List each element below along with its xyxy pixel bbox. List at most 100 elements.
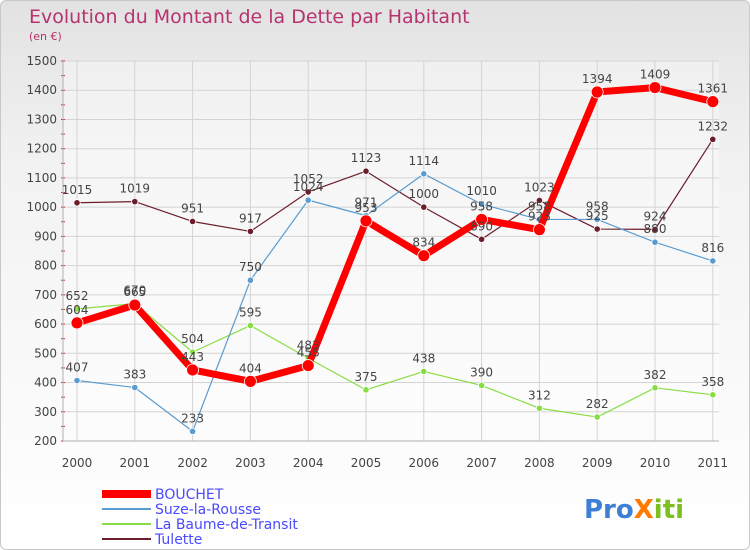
y-tick-label: 500 [34, 346, 57, 360]
point-tulette [246, 227, 254, 236]
point-tulette [362, 167, 370, 175]
point-suze-la-rousse [189, 427, 197, 435]
point-la-baume-de-transit [593, 413, 601, 421]
data-label-la-baume-de-transit: 504 [181, 332, 204, 346]
data-label-bouchet: 958 [470, 199, 493, 213]
data-label-tulette: 924 [644, 209, 667, 223]
y-tick-label: 1500 [26, 54, 57, 68]
point-la-baume-de-transit [651, 384, 659, 392]
data-label-tulette: 1123 [351, 151, 382, 165]
series-line-la-baume-de-transit [76, 303, 714, 418]
data-label-tulette: 1232 [698, 119, 729, 133]
legend-label-tulette: Tulette [154, 532, 202, 548]
point-suze-la-rousse [131, 383, 139, 392]
point-tulette [709, 135, 717, 143]
y-tick-label: 1400 [26, 83, 57, 97]
data-label-la-baume-de-transit: 358 [701, 375, 724, 389]
point-suze-la-rousse [246, 276, 254, 284]
x-tick-label: 2011 [698, 456, 729, 470]
data-label-tulette: 1015 [62, 183, 93, 197]
point-bouchet [533, 223, 546, 237]
x-tick-label: 2007 [466, 456, 497, 470]
series-layer [70, 81, 720, 435]
point-bouchet [186, 363, 200, 377]
point-tulette [189, 217, 197, 226]
point-tulette [535, 196, 544, 205]
data-label-suze-la-rousse: 958 [528, 199, 551, 213]
data-label-tulette: 890 [470, 219, 493, 233]
x-tick-label: 2001 [120, 456, 151, 470]
point-bouchet [706, 95, 720, 109]
chart-title: Evolution du Montant de la Dette par Hab… [29, 6, 470, 28]
data-label-bouchet: 1394 [582, 72, 613, 86]
data-label-la-baume-de-transit: 282 [586, 397, 609, 411]
data-label-suze-la-rousse: 1010 [466, 184, 497, 198]
x-tick-label: 2009 [582, 456, 613, 470]
point-la-baume-de-transit [73, 305, 81, 313]
point-tulette [304, 188, 312, 196]
point-la-baume-de-transit [246, 321, 254, 330]
y-tick-label: 800 [34, 259, 57, 273]
point-bouchet [359, 214, 373, 228]
data-label-la-baume-de-transit: 390 [470, 365, 493, 379]
y-tick-label: 1200 [26, 142, 57, 156]
point-la-baume-de-transit [189, 348, 197, 356]
grid [63, 60, 719, 442]
x-tick-label: 2005 [351, 456, 382, 470]
data-label-suze-la-rousse: 407 [66, 360, 89, 374]
data-label-la-baume-de-transit: 375 [355, 370, 378, 384]
point-bouchet [70, 316, 84, 330]
point-suze-la-rousse [593, 215, 601, 224]
data-label-bouchet: 404 [239, 361, 262, 375]
data-label-tulette: 1023 [524, 180, 555, 194]
point-suze-la-rousse [420, 170, 428, 178]
point-bouchet [648, 81, 662, 94]
data-label-bouchet: 923 [528, 210, 551, 224]
point-suze-la-rousse [651, 238, 659, 246]
data-label-bouchet: 953 [355, 201, 378, 215]
chart-subtitle: (en €) [29, 30, 62, 43]
data-label-la-baume-de-transit: 670 [123, 284, 146, 298]
data-label-la-baume-de-transit: 483 [297, 338, 320, 352]
point-la-baume-de-transit [362, 386, 370, 394]
series-line-bouchet [73, 84, 717, 385]
data-labels: 1015 1019 951 917 1052 1123 1000 890 1023 925 924 1… [62, 68, 728, 426]
x-tick-label: 2010 [640, 456, 671, 470]
data-label-suze-la-rousse: 816 [701, 241, 724, 255]
point-tulette [477, 235, 486, 243]
point-bouchet [590, 85, 604, 99]
point-suze-la-rousse [73, 376, 81, 385]
data-label-bouchet: 665 [123, 285, 146, 299]
series-line-tulette [76, 138, 714, 240]
point-la-baume-de-transit [535, 404, 544, 412]
point-bouchet [128, 298, 142, 312]
point-bouchet [243, 374, 257, 388]
point-suze-la-rousse [709, 257, 717, 265]
y-tick-label: 1300 [26, 112, 57, 126]
point-la-baume-de-transit [420, 367, 428, 376]
data-label-tulette: 925 [586, 209, 609, 223]
data-label-tulette: 1052 [293, 172, 324, 186]
y-tick-label: 1000 [26, 200, 57, 214]
legend-label-bouchet: BOUCHET [155, 487, 224, 503]
point-suze-la-rousse [477, 200, 486, 208]
point-la-baume-de-transit [477, 381, 486, 390]
x-tick-label: 2000 [62, 456, 93, 470]
data-label-tulette: 1000 [409, 187, 440, 201]
point-bouchet [475, 213, 489, 226]
data-label-suze-la-rousse: 1114 [409, 154, 440, 168]
data-label-bouchet: 458 [297, 346, 320, 360]
legend-label-la-baume-de-transit: La Baume-de-Transit [155, 517, 298, 533]
data-label-suze-la-rousse: 750 [239, 260, 262, 274]
x-tick-label: 2004 [293, 456, 324, 470]
data-label-la-baume-de-transit: 382 [644, 368, 667, 382]
data-label-suze-la-rousse: 880 [644, 222, 667, 236]
plot-area [63, 61, 719, 441]
data-label-suze-la-rousse: 233 [181, 411, 204, 425]
legend-label-suze-la-rousse: Suze-la-Rousse [155, 502, 261, 518]
y-tick-label: 900 [34, 229, 57, 243]
data-label-la-baume-de-transit: 595 [239, 306, 262, 320]
data-label-suze-la-rousse: 383 [123, 368, 146, 382]
